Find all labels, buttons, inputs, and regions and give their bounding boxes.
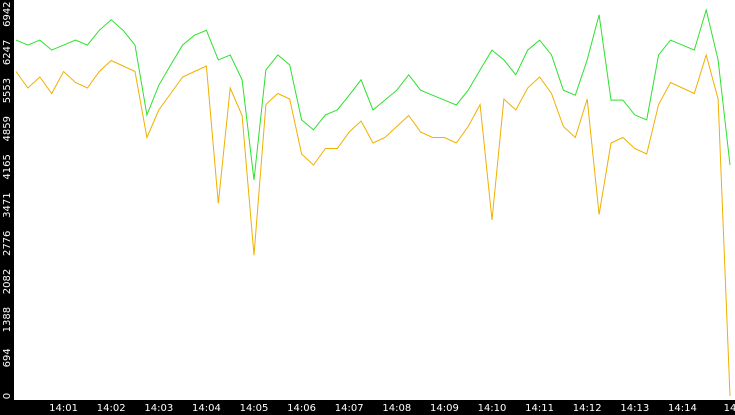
x-tick-label: 14:08 — [382, 403, 411, 414]
x-tick-label: 14:11 — [525, 403, 554, 414]
y-tick-label: 0 — [2, 393, 13, 399]
x-axis-strip — [0, 400, 735, 415]
y-tick-label: 694 — [2, 348, 13, 367]
y-axis-strip — [0, 0, 14, 415]
x-tick-label: 14:12 — [573, 403, 602, 414]
y-tick-label: 1388 — [2, 307, 13, 332]
y-tick-label: 2776 — [2, 231, 13, 256]
x-tick-label: 14:01 — [49, 403, 78, 414]
x-tick-label: 14:03 — [144, 403, 173, 414]
y-tick-label: 2082 — [2, 269, 13, 294]
x-tick-label: 14:07 — [335, 403, 364, 414]
x-tick-label: 14:05 — [240, 403, 269, 414]
series-line — [15, 53, 731, 397]
y-tick-label: 5553 — [2, 78, 13, 103]
x-tick-label: 14:10 — [478, 403, 507, 414]
y-tick-label: 4165 — [2, 154, 13, 179]
x-tick-label: 14:02 — [97, 403, 126, 414]
y-tick-label: 6247 — [2, 40, 13, 65]
y-tick-label: 6942 — [2, 1, 13, 26]
series-line — [15, 7, 731, 180]
x-tick-label: 14:13 — [620, 403, 649, 414]
y-tick-label: 3471 — [2, 192, 13, 217]
x-tick-label: 14:04 — [192, 403, 221, 414]
y-tick-label: 4859 — [2, 116, 13, 141]
x-tick-label: 14:09 — [430, 403, 459, 414]
x-tick-label: 14:14 — [668, 403, 697, 414]
x-tick-label: 14 — [724, 403, 735, 414]
x-tick-label: 14:06 — [287, 403, 316, 414]
